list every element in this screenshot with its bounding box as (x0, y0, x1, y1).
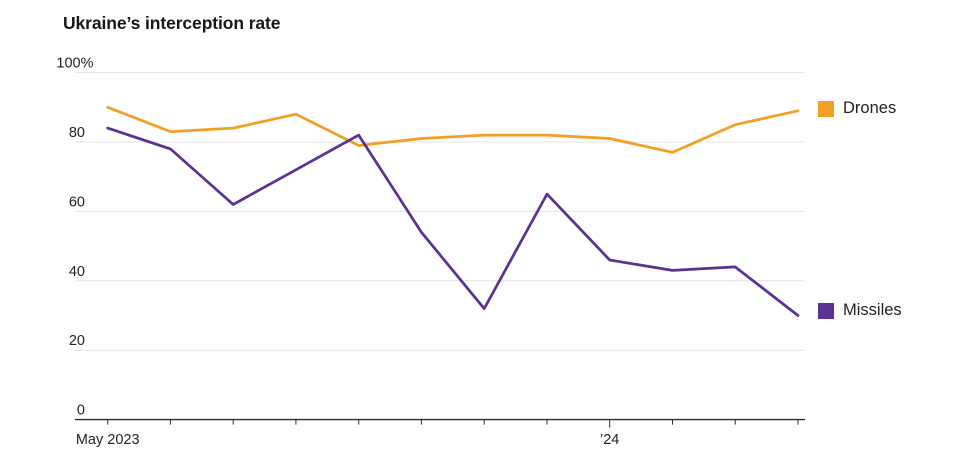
svg-text:0: 0 (77, 403, 85, 419)
missiles-legend-label: Missiles (843, 301, 902, 319)
chart-title: Ukraine’s interception rate (63, 13, 281, 33)
legend-item-drones: Drones (818, 99, 896, 118)
svg-text:20: 20 (69, 333, 85, 349)
svg-text:60: 60 (69, 194, 85, 210)
svg-text:40: 40 (69, 264, 85, 280)
missiles-legend-swatch (818, 302, 834, 319)
svg-text:100%: 100% (56, 56, 93, 72)
legend-item-missiles: Missiles (818, 301, 902, 320)
drones-legend-label: Drones (843, 99, 897, 117)
svg-text:May 2023: May 2023 (76, 432, 140, 448)
svg-text:’24: ’24 (600, 432, 619, 448)
drones-legend-swatch (818, 100, 834, 117)
svg-text:80: 80 (69, 125, 85, 141)
